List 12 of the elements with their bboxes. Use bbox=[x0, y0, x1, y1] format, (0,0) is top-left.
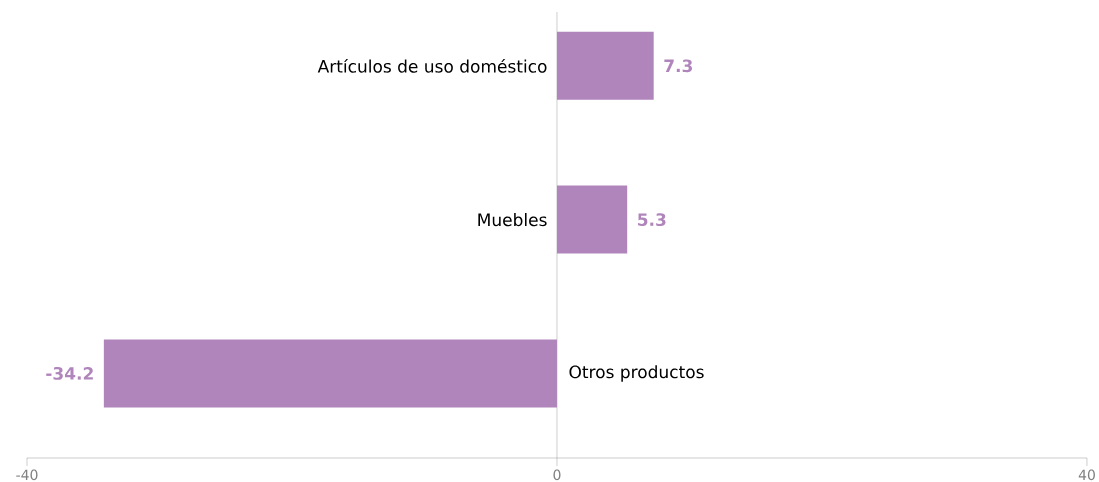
data-label: -34.2 bbox=[46, 366, 93, 380]
x-tick-label: -40 bbox=[16, 469, 38, 481]
y-tick-label: Artículos de uso doméstico bbox=[317, 58, 547, 73]
y-tick-label: Muebles bbox=[478, 213, 547, 227]
bar bbox=[556, 31, 654, 100]
bar bbox=[556, 185, 628, 254]
data-label: 7.3 bbox=[664, 59, 692, 73]
x-tick-label: 0 bbox=[553, 469, 561, 481]
x-tick-label: 40 bbox=[1078, 469, 1095, 481]
data-label: 5.3 bbox=[638, 213, 666, 227]
y-tick-label: Otros productos bbox=[569, 365, 704, 382]
bar bbox=[103, 339, 557, 408]
